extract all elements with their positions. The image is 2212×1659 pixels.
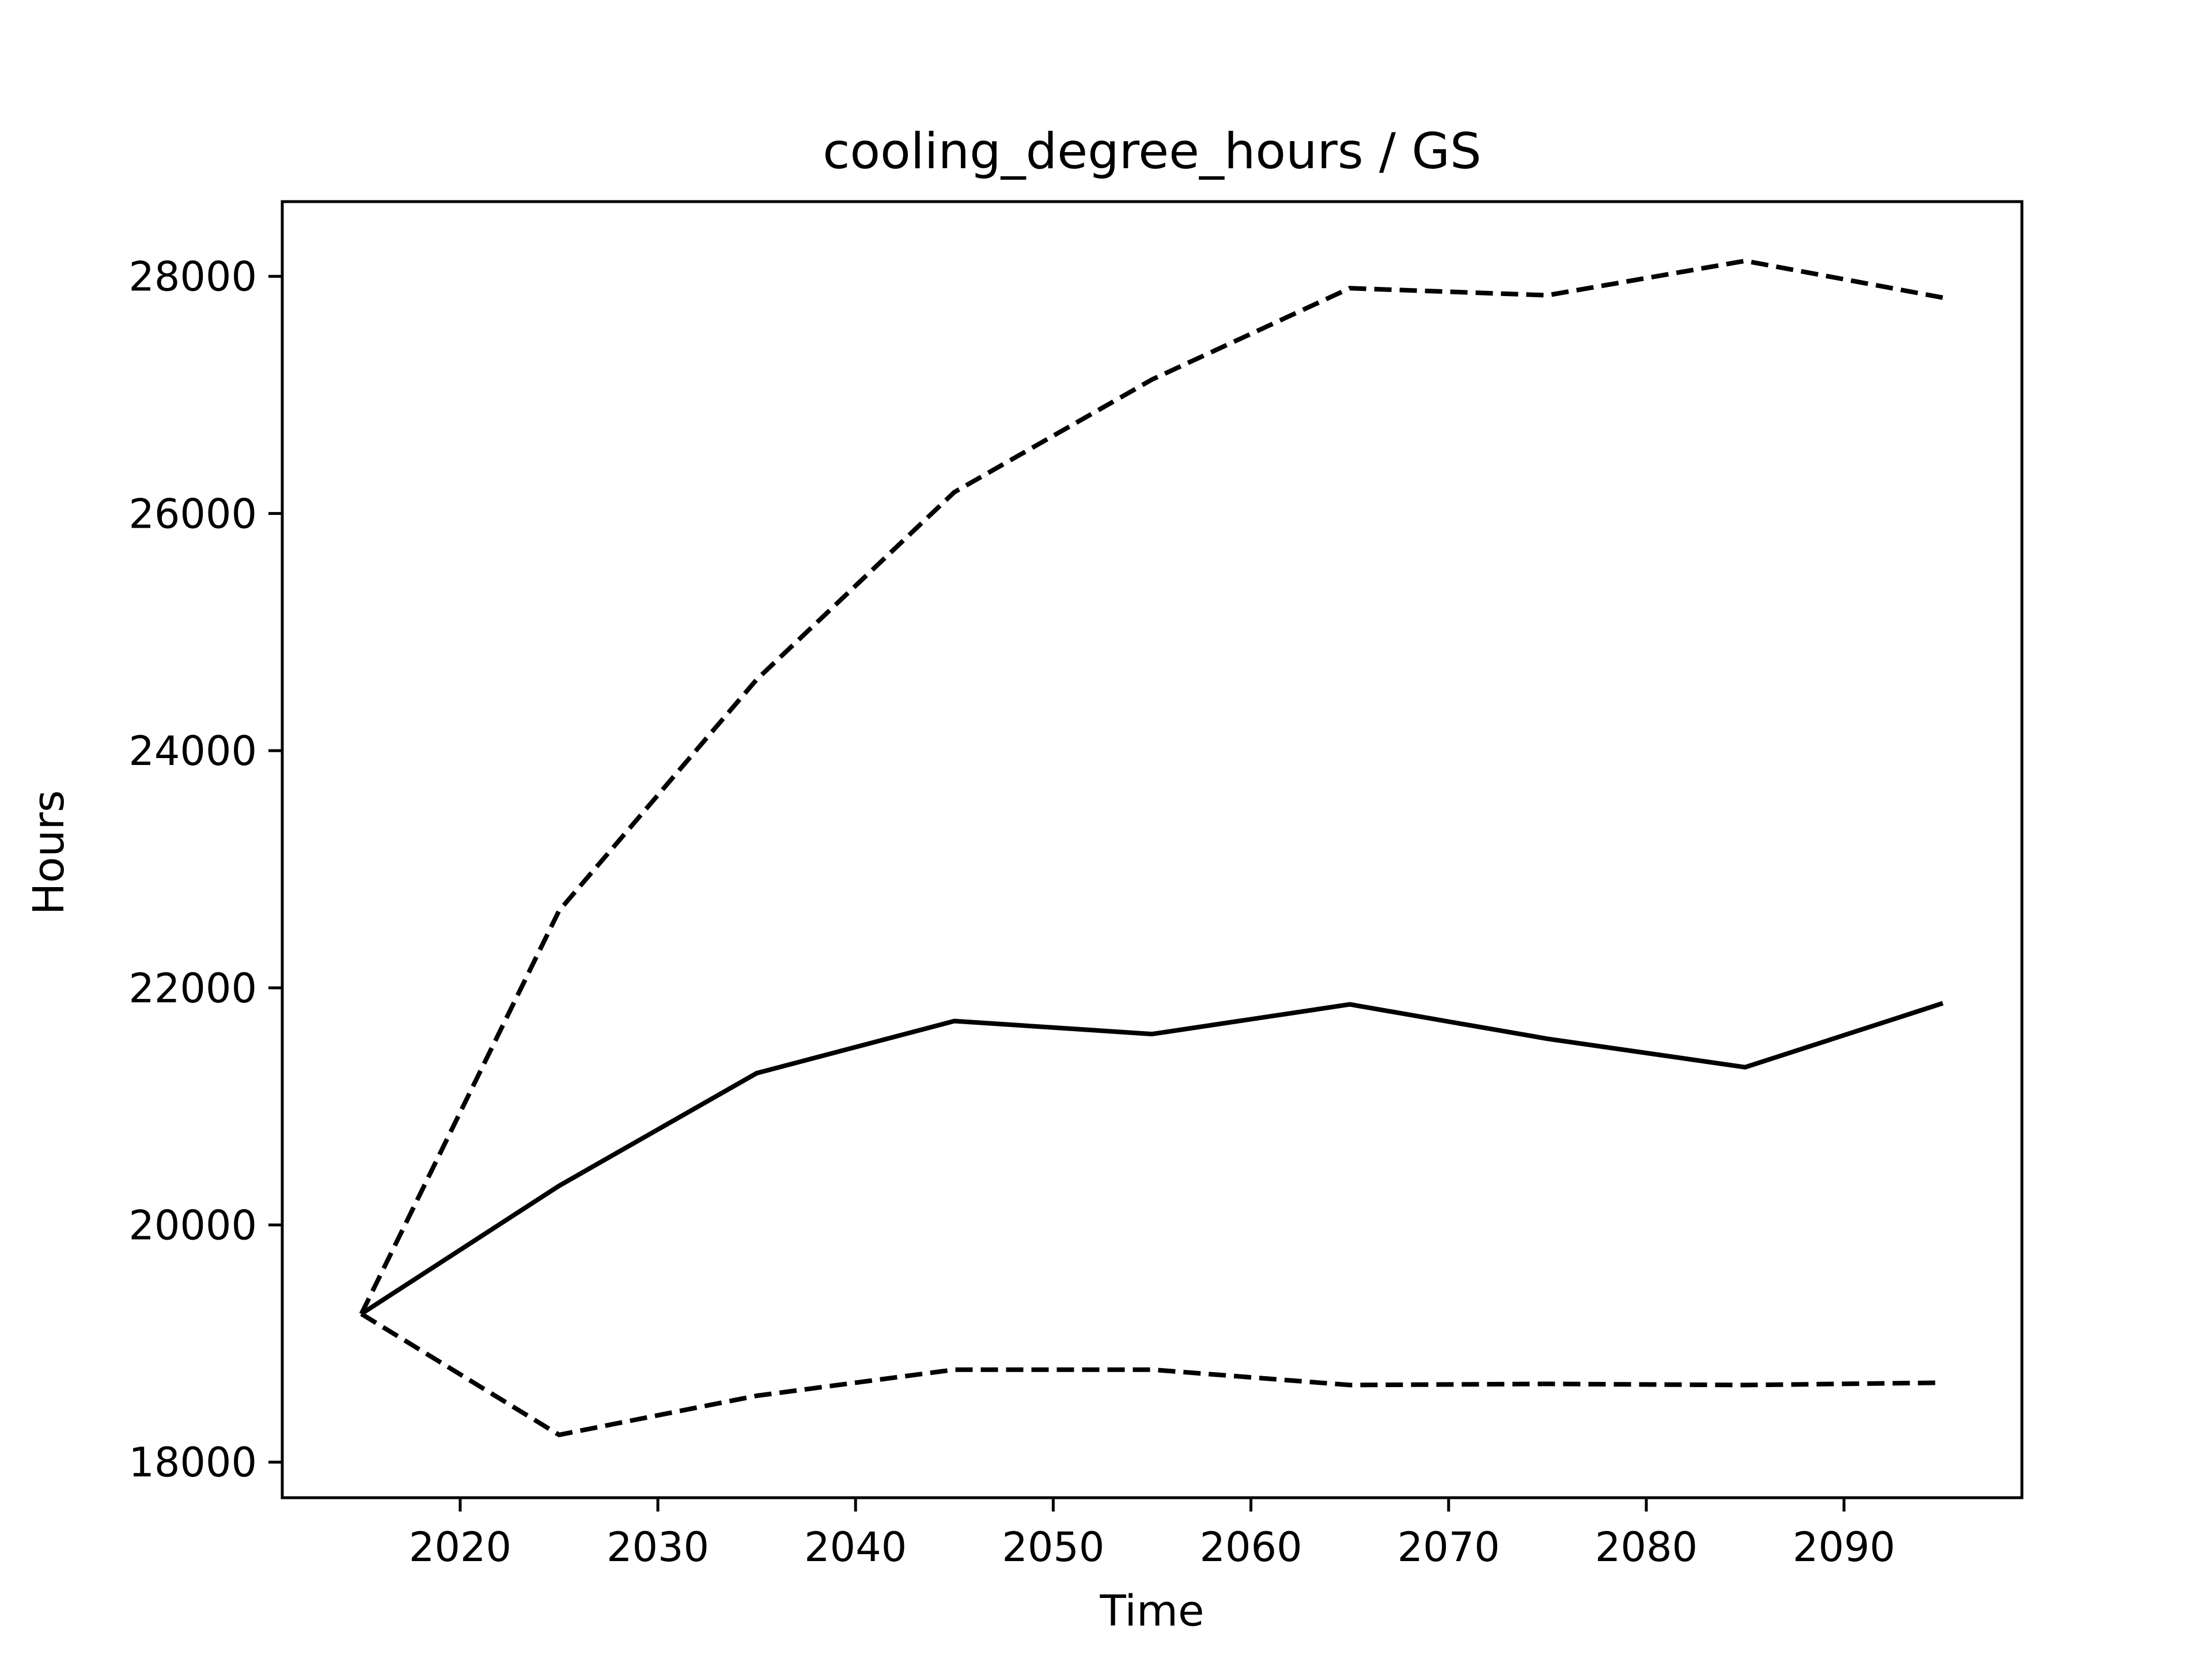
y-tick-label: 20000: [128, 1202, 257, 1249]
y-tick-label: 18000: [128, 1439, 257, 1486]
x-tick-label: 2050: [1002, 1524, 1104, 1571]
x-axis-label: Time: [1099, 1586, 1204, 1636]
lower-dashed-series-line: [360, 1312, 1943, 1437]
x-tick-label: 2080: [1595, 1524, 1698, 1571]
y-tick-label: 22000: [128, 965, 257, 1012]
y-axis-label: Hours: [24, 790, 74, 915]
plot-frame: [281, 200, 2024, 1499]
x-tick-label: 2070: [1397, 1524, 1500, 1571]
x-tick-label: 2030: [607, 1524, 709, 1571]
axes-ticks: 2020 2030 2040 2050 2060 2070 2080 2090 18000 200…: [128, 253, 1895, 1571]
y-tick-label: 28000: [128, 253, 257, 301]
chart-title: cooling_degree_hours / GS: [823, 123, 1481, 180]
series-layer: [359, 258, 1944, 1437]
y-tick-label: 26000: [128, 490, 257, 537]
y-tick-label: 24000: [128, 728, 257, 775]
x-tick-label: 2040: [804, 1524, 907, 1571]
x-tick-label: 2060: [1200, 1524, 1302, 1571]
upper-dashed-series-line: [359, 258, 1944, 1315]
median-solid-series-line: [360, 1001, 1944, 1316]
x-tick-label: 2020: [409, 1524, 512, 1571]
x-tick-label: 2090: [1793, 1524, 1895, 1571]
